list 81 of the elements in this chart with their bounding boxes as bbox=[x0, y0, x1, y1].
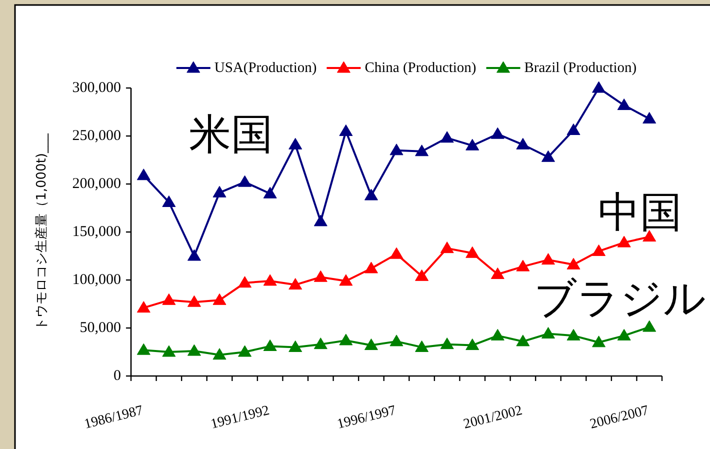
point bbox=[136, 168, 150, 180]
point bbox=[541, 327, 555, 339]
point bbox=[212, 186, 226, 198]
point bbox=[162, 345, 176, 357]
point bbox=[642, 112, 656, 124]
point bbox=[440, 131, 454, 143]
x-tick-label: 1996/1997 bbox=[336, 403, 398, 432]
point bbox=[187, 344, 201, 356]
annotation: 中国 bbox=[598, 188, 682, 236]
point bbox=[440, 338, 454, 350]
point bbox=[263, 186, 277, 198]
point bbox=[263, 274, 277, 286]
x-tick-label: 2001/2002 bbox=[462, 403, 524, 432]
point bbox=[490, 267, 504, 279]
annotation: ブラジル bbox=[534, 274, 706, 322]
y-tick-label: 150,000 bbox=[72, 224, 121, 240]
point bbox=[490, 127, 504, 139]
point bbox=[566, 258, 580, 270]
point bbox=[466, 246, 480, 258]
point bbox=[288, 278, 302, 290]
point bbox=[617, 236, 631, 248]
point bbox=[364, 188, 378, 200]
point bbox=[339, 274, 353, 286]
point bbox=[288, 138, 302, 150]
point bbox=[541, 150, 555, 162]
x-tick-label: 1986/1987 bbox=[82, 403, 145, 432]
point bbox=[314, 270, 328, 282]
point bbox=[136, 343, 150, 355]
point bbox=[490, 328, 504, 340]
point bbox=[541, 253, 555, 265]
point bbox=[364, 338, 378, 350]
point bbox=[314, 214, 328, 226]
legend-label: USA(Production) bbox=[214, 60, 317, 76]
point bbox=[415, 269, 429, 281]
point bbox=[162, 293, 176, 305]
point bbox=[162, 195, 176, 207]
point bbox=[415, 340, 429, 352]
y-axis-title: トウモロコシ生産量（1,000t)___ bbox=[34, 133, 50, 330]
y-tick-label: 100,000 bbox=[72, 272, 121, 288]
point bbox=[617, 98, 631, 110]
point bbox=[566, 123, 580, 135]
x-tick-label: 2006/2007 bbox=[588, 403, 650, 432]
point bbox=[592, 244, 606, 256]
point bbox=[415, 144, 429, 156]
point bbox=[238, 276, 252, 288]
point bbox=[263, 339, 277, 351]
point bbox=[516, 138, 530, 150]
y-tick-label: 200,000 bbox=[72, 176, 121, 192]
point bbox=[288, 340, 302, 352]
point bbox=[339, 334, 353, 346]
point bbox=[592, 81, 606, 93]
point bbox=[212, 348, 226, 360]
point bbox=[136, 301, 150, 313]
point bbox=[314, 338, 328, 350]
point bbox=[187, 249, 201, 261]
point bbox=[516, 260, 530, 272]
legend-label: Brazil (Production) bbox=[524, 60, 637, 76]
x-tick-label: 1991/1992 bbox=[209, 403, 272, 432]
y-tick-label: 50,000 bbox=[80, 320, 121, 336]
point bbox=[390, 334, 404, 346]
point bbox=[516, 334, 530, 346]
point bbox=[642, 320, 656, 332]
y-tick-label: 0 bbox=[114, 368, 121, 384]
point bbox=[238, 345, 252, 357]
y-tick-label: 300,000 bbox=[72, 80, 121, 96]
point bbox=[212, 293, 226, 305]
point bbox=[364, 262, 378, 274]
point bbox=[592, 336, 606, 348]
point bbox=[390, 247, 404, 259]
point bbox=[566, 328, 580, 340]
y-tick-label: 250,000 bbox=[72, 128, 121, 144]
annotation: 米国 bbox=[189, 110, 273, 158]
point bbox=[390, 144, 404, 156]
point bbox=[238, 175, 252, 187]
point bbox=[466, 338, 480, 350]
point bbox=[466, 138, 480, 150]
point bbox=[339, 124, 353, 136]
point bbox=[617, 328, 631, 340]
legend-label: China (Production) bbox=[364, 60, 476, 76]
point bbox=[440, 242, 454, 254]
point bbox=[187, 295, 201, 307]
